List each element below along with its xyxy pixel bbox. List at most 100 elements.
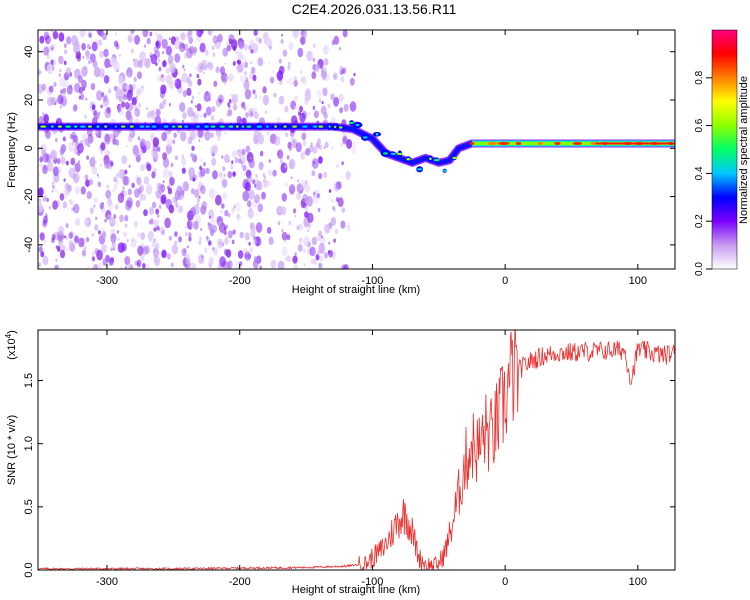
spectrogram-noise-blob (317, 188, 320, 193)
spectrogram-noise-blob (288, 184, 296, 195)
spectrogram-noise-blob (168, 171, 173, 178)
spectrogram-noise-blob (266, 131, 270, 136)
spectrogram-noise-blob (309, 246, 316, 257)
spectrogram-noise-blob (149, 110, 156, 120)
spectrogram-noise-blob (133, 105, 138, 111)
colorbar-ticks: 0.0 0.2 0.4 0.6 0.8 (694, 70, 712, 276)
snr-panel: -300 -200 -100 0 100 0.0 0.5 1.0 1.5 Height of … (4, 329, 676, 596)
spectrogram-noise-blob (310, 142, 313, 147)
spectrogram-noise-blob (224, 154, 230, 164)
spectrogram-noise-blob (124, 256, 131, 266)
spectrogram-noise-blob (231, 207, 235, 213)
spectrogram-noise-blob (263, 175, 267, 180)
spectrogram-noise-blob (341, 264, 347, 269)
spectrogram-noise-blob (212, 52, 216, 57)
spectrogram-noise-blob (184, 225, 187, 229)
spectrogram-noise-blob (182, 257, 189, 268)
spectrogram-noise-blob (303, 236, 310, 247)
spectrogram-noise-blob (312, 145, 318, 155)
ridge-blob-center (318, 125, 324, 128)
spectrogram-noise-blob (258, 95, 262, 100)
spectrogram-noise-blob (201, 254, 204, 259)
spectrogram-noise-blob (119, 214, 124, 223)
spectrogram-noise-blob (170, 263, 173, 267)
spectrogram-noise-blob (158, 204, 162, 209)
spectrogram-x-label: Height of straight line (km) (292, 284, 420, 296)
spectrogram-noise-blob (125, 200, 132, 211)
spectrogram-noise-blob (43, 215, 48, 224)
spectrogram-noise-blob (116, 92, 120, 98)
spectrogram-noise-blob (58, 73, 61, 77)
spectrogram-noise-blob (301, 132, 307, 141)
spectrogram-noise-blob (77, 75, 83, 84)
spectrogram-noise-blob (159, 226, 166, 236)
spectrogram-noise-blob (244, 253, 248, 259)
spectrogram-noise-blob (104, 58, 111, 69)
spectrogram-noise-blob (118, 75, 125, 86)
spectrogram-noise-blob (60, 89, 64, 95)
spectrogram-noise-blob (174, 40, 180, 50)
spectrogram-noise-blob (296, 225, 300, 231)
spectrogram-noise-blob (38, 200, 41, 206)
spectrogram-noise-blob (68, 141, 75, 153)
spectrogram-noise-blob (166, 148, 171, 155)
spectrogram-noise-blob (194, 110, 200, 120)
spectrogram-noise-blob (166, 253, 171, 260)
spectrogram-noise-blob (340, 76, 345, 83)
spectrogram-noise-blob (182, 112, 187, 120)
spectrogram-noise-blob (110, 233, 117, 244)
spectrogram-noise-blob (201, 59, 208, 70)
spectrogram-noise-blob (78, 237, 85, 248)
spectrogram-noise-blob (151, 171, 156, 179)
spectrogram-noise-blob (281, 33, 283, 37)
spectrogram-noise-blob (87, 44, 91, 50)
figure-title: C2E4.2026.031.13.56.R11 (292, 1, 457, 17)
spectrogram-noise-blob (140, 232, 146, 240)
spectrogram-noise-blob (208, 223, 213, 231)
spectrogram-noise-blob (186, 48, 193, 59)
spectrogram-noise-blob (294, 95, 298, 102)
spectrogram-noise-blob (276, 70, 284, 82)
ridge-stable-peak (590, 141, 596, 145)
spectrogram-noise-blob (178, 205, 184, 213)
spectrogram-noise-blob (208, 246, 211, 250)
spectrogram-noise-blob (168, 103, 171, 107)
spectrogram-noise-blob (75, 50, 81, 60)
spectrogram-noise-blob (215, 194, 222, 206)
spectrogram-noise-blob (191, 95, 194, 100)
spectrogram-noise-blob (265, 37, 273, 48)
spectrogram-noise-blob (287, 69, 290, 73)
spectrogram-noise-blob (43, 239, 47, 244)
spectrogram-noise-blob (305, 114, 309, 118)
spectrogram-noise-blob (49, 85, 54, 93)
spectrogram-noise-blob (218, 221, 222, 226)
ridge-blob-center (51, 125, 54, 128)
spectrogram-noise-blob (156, 33, 163, 44)
spectrogram-noise-blob (103, 75, 110, 84)
spectrogram-noise-blob (81, 66, 88, 77)
spectrogram-noise-blob (142, 30, 149, 38)
spectrogram-noise-blob (46, 63, 54, 75)
spectrogram-noise-blob (211, 45, 215, 51)
spectrogram-noise-blob (101, 92, 105, 98)
spectrogram-noise-blob (190, 207, 196, 217)
spectrogram-noise-blob (93, 196, 98, 204)
spectrogram-noise-blob (130, 237, 137, 248)
ridge-blob-center (246, 125, 252, 128)
spectrogram-noise-blob (174, 231, 178, 237)
spectrogram-noise-blob (86, 54, 90, 60)
spectrogram-noise-blob (288, 220, 292, 226)
spectrogram-noise-blob (208, 97, 212, 102)
spectrogram-noise-blob (160, 84, 167, 95)
spectrogram-noise-blob (156, 182, 161, 190)
spectrogram-noise-blob (189, 73, 192, 78)
spectrogram-noise-blob (212, 170, 218, 180)
spectrogram-noise-blob (61, 234, 65, 240)
spectrogram-noise-blob (110, 247, 113, 252)
spectrogram-noise-blob (212, 246, 215, 251)
spectrogram-noise-blob (124, 265, 128, 269)
colorbar-tick-label: 0.2 (694, 214, 705, 228)
spectrogram-noise-blob (233, 204, 236, 209)
spectrogram-noise-blob (201, 188, 206, 196)
spectrogram-noise-blob (253, 238, 257, 245)
